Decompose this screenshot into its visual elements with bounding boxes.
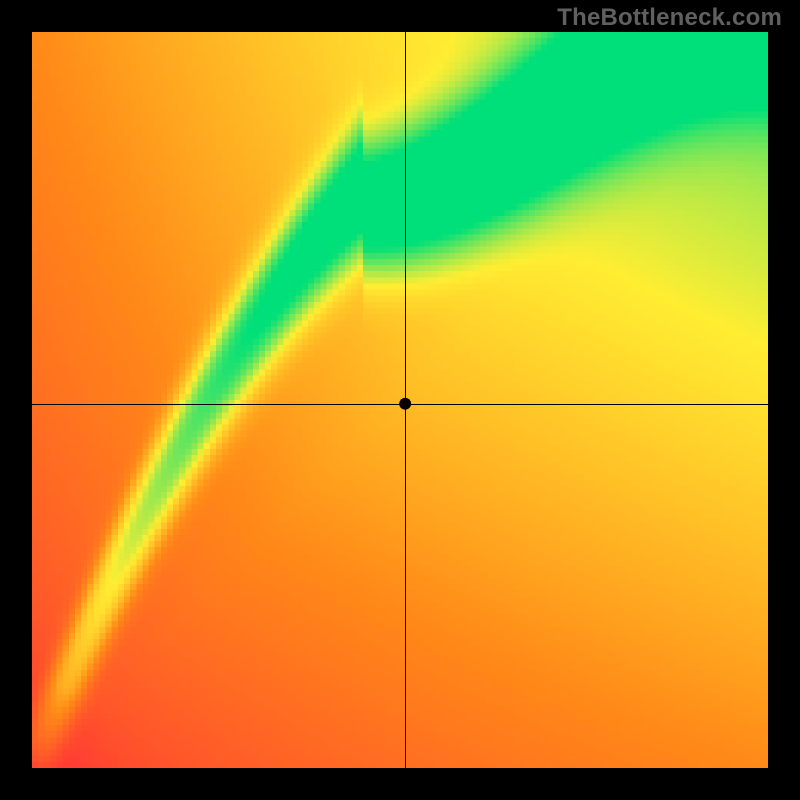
chart-overlay [0,0,800,800]
chart-container: TheBottleneck.com [0,0,800,800]
watermark-text: TheBottleneck.com [557,4,782,32]
